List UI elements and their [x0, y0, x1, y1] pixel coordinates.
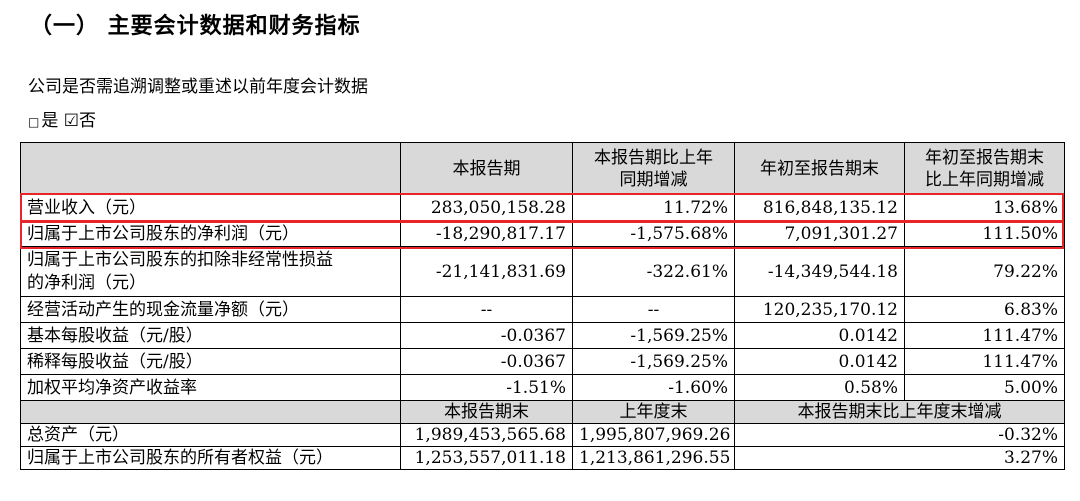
table-row: 加权平均净资产收益率 -1.51% -1.60% 0.58% 5.00% — [20, 374, 1065, 401]
yes-checkbox: □ — [28, 115, 40, 129]
cell-value: 7,091,301.27 — [734, 220, 905, 247]
row-label: 归属于上市公司股东的净利润（元） — [20, 220, 401, 247]
cell-value: -14,349,544.18 — [734, 246, 905, 297]
table-row: 总资产（元） 1,989,453,565.68 1,995,807,969.26… — [20, 423, 1065, 447]
cell-value: 816,848,135.12 — [734, 194, 905, 221]
restatement-choice: □ 是 ☑否 — [28, 106, 96, 131]
cell-value: 120,235,170.12 — [734, 296, 905, 323]
cell-value: -- — [400, 296, 573, 323]
cell-value: 11.72% — [572, 194, 735, 221]
subheader-change-vs-prior-year-end: 本报告期末比上年度末增减 — [734, 400, 1065, 424]
header-ytd: 年初至报告期末 — [734, 142, 905, 195]
cell-value: 1,989,453,565.68 — [400, 423, 573, 447]
cell-value: 0.58% — [734, 374, 905, 401]
cell-value: 6.83% — [904, 296, 1065, 323]
subheader-prior-year-end: 上年度末 — [572, 400, 735, 424]
cell-value: -1,569.25% — [572, 348, 735, 375]
header-current-period: 本报告期 — [400, 142, 573, 195]
cell-value: 3.27% — [734, 446, 1065, 470]
row-label: 稀释每股收益（元/股） — [20, 348, 401, 375]
cell-value: -21,141,831.69 — [400, 246, 573, 297]
header-yoy-change: 本报告期比上年 同期增减 — [572, 142, 735, 195]
cell-value: -1,569.25% — [572, 322, 735, 349]
row-label: 归属于上市公司股东的所有者权益（元） — [20, 446, 401, 470]
row-label: 经营活动产生的现金流量净额（元） — [20, 296, 401, 323]
cell-value: -0.32% — [734, 423, 1065, 447]
table-row: 归属于上市公司股东的净利润（元） -18,290,817.17 -1,575.6… — [20, 220, 1065, 247]
header-blank — [20, 142, 401, 195]
header-ytd-yoy-change: 年初至报告期末 比上年同期增减 — [904, 142, 1065, 195]
cell-value: 111.47% — [904, 322, 1065, 349]
no-label: 否 — [79, 111, 96, 131]
table-row: 基本每股收益（元/股） -0.0367 -1,569.25% 0.0142 11… — [20, 322, 1065, 349]
restatement-question: 公司是否需追溯调整或重述以前年度会计数据 — [28, 77, 368, 97]
yes-label: 是 — [41, 111, 59, 131]
cell-value: 111.47% — [904, 348, 1065, 375]
cell-value: 5.00% — [904, 374, 1065, 401]
row-label: 加权平均净资产收益率 — [20, 374, 401, 401]
cell-value: -0.0367 — [400, 348, 573, 375]
no-checkbox: ☑ — [63, 111, 79, 131]
table-subheader-row: 本报告期末 上年度末 本报告期末比上年度末增减 — [20, 400, 1065, 424]
cell-value: 1,213,861,296.55 — [572, 446, 735, 470]
row-label: 归属于上市公司股东的扣除非经常性损益 的净利润（元） — [20, 246, 401, 297]
cell-value: -0.0367 — [400, 322, 573, 349]
table-header-row: 本报告期 本报告期比上年 同期增减 年初至报告期末 年初至报告期末 比上年同期增减 — [20, 142, 1065, 195]
subheader-period-end: 本报告期末 — [400, 400, 573, 424]
row-label: 总资产（元） — [20, 423, 401, 447]
cell-value: 1,253,557,011.18 — [400, 446, 573, 470]
cell-value: 111.50% — [904, 220, 1065, 247]
cell-value: -- — [572, 296, 735, 323]
cell-value: 0.0142 — [734, 348, 905, 375]
cell-value: -1,575.68% — [572, 220, 735, 247]
table-row: 经营活动产生的现金流量净额（元） -- -- 120,235,170.12 6.… — [20, 296, 1065, 323]
row-label: 基本每股收益（元/股） — [20, 322, 401, 349]
cell-value: -1.51% — [400, 374, 573, 401]
financial-indicators-table: 本报告期 本报告期比上年 同期增减 年初至报告期末 年初至报告期末 比上年同期增减 … — [20, 142, 1065, 470]
cell-value: 0.0142 — [734, 322, 905, 349]
table-row: 稀释每股收益（元/股） -0.0367 -1,569.25% 0.0142 11… — [20, 348, 1065, 375]
cell-value: -1.60% — [572, 374, 735, 401]
section-heading: （一） 主要会计数据和财务指标 — [30, 14, 361, 39]
cell-value: 1,995,807,969.26 — [572, 423, 735, 447]
table-row: 归属于上市公司股东的所有者权益（元） 1,253,557,011.18 1,21… — [20, 446, 1065, 470]
cell-value: 79.22% — [904, 246, 1065, 297]
table-row: 归属于上市公司股东的扣除非经常性损益 的净利润（元） -21,141,831.69… — [20, 246, 1065, 297]
cell-value: 13.68% — [904, 194, 1065, 221]
cell-value: -322.61% — [572, 246, 735, 297]
cell-value: 283,050,158.28 — [400, 194, 573, 221]
cell-value: -18,290,817.17 — [400, 220, 573, 247]
row-label: 营业收入（元） — [20, 194, 401, 221]
subheader-blank — [20, 400, 401, 424]
table-row: 营业收入（元） 283,050,158.28 11.72% 816,848,13… — [20, 194, 1065, 221]
